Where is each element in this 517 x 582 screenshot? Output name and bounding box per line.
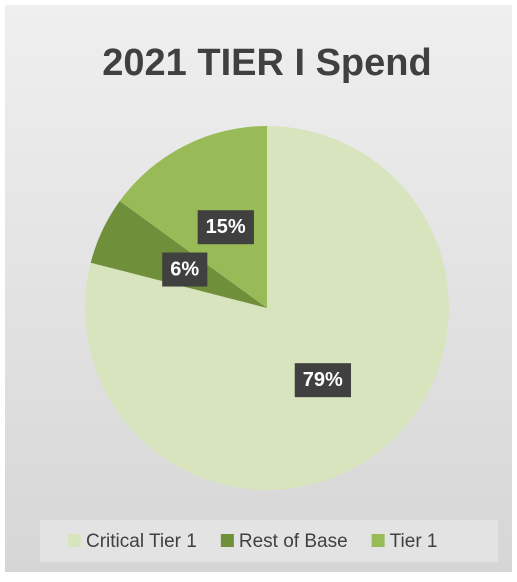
data-label-box <box>162 252 208 287</box>
data-label: 79% <box>303 369 343 391</box>
chart-title: 2021 TIER I Spend <box>102 42 431 84</box>
legend-box <box>40 520 498 562</box>
legend-swatch <box>371 534 385 547</box>
data-label: 15% <box>206 216 246 238</box>
data-label-box <box>294 363 352 398</box>
data-labels: 79% 6% 15% <box>162 210 352 398</box>
data-label-box <box>197 210 254 245</box>
data-label: 6% <box>170 259 199 281</box>
legend-label: Rest of Base <box>239 531 348 552</box>
legend-label: Critical Tier 1 <box>86 531 197 552</box>
legend-swatch <box>68 534 81 547</box>
legend-swatch <box>220 534 234 547</box>
pie-slice <box>119 126 267 308</box>
legend-label: Tier 1 <box>390 531 438 552</box>
legend: Critical Tier 1 Rest of Base Tier 1 <box>68 531 438 552</box>
pie-slice <box>84 126 449 490</box>
pie <box>84 126 449 490</box>
